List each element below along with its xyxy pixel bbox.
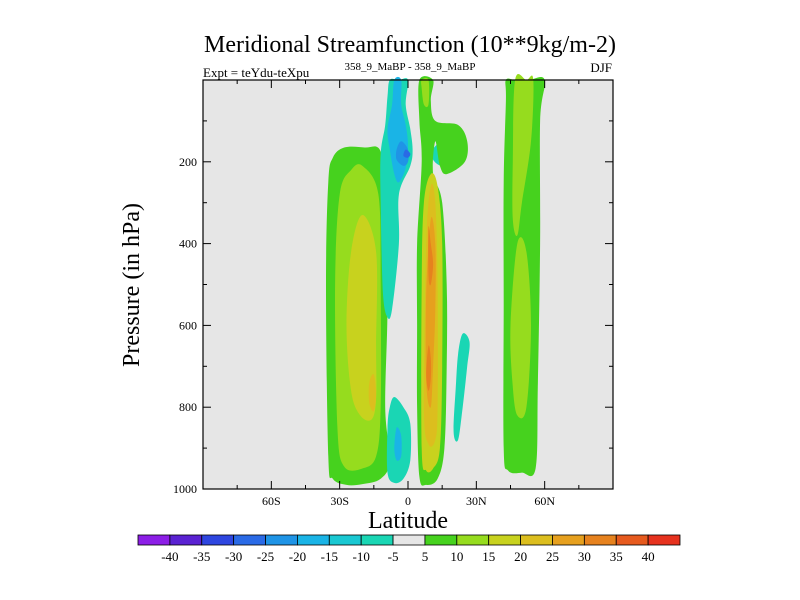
colorbar-swatch xyxy=(520,534,553,546)
x-tick-label: 0 xyxy=(405,494,411,508)
sh-positive-cell-core xyxy=(346,215,378,421)
equatorial-positive-cell-inner xyxy=(421,77,430,108)
colorbar-label: -20 xyxy=(289,549,306,564)
colorbar-label: 5 xyxy=(422,549,429,564)
contour-regions xyxy=(326,73,546,486)
colorbar-swatch xyxy=(201,534,235,546)
colorbar-swatch xyxy=(552,534,585,546)
sh-positive-cell-max xyxy=(368,374,377,412)
colorbar-label: -35 xyxy=(193,549,210,564)
y-tick-label: 200 xyxy=(179,155,197,169)
x-axis-label: Latitude xyxy=(368,508,448,534)
colorbar-swatch xyxy=(456,534,490,546)
colorbar-swatch xyxy=(360,534,394,546)
trailing-negative-blob xyxy=(453,333,470,442)
colorbar-label: -40 xyxy=(161,549,178,564)
colorbar-swatch xyxy=(137,534,171,546)
colorbar-swatch xyxy=(583,534,617,546)
colorbar-swatch xyxy=(233,534,266,546)
colorbar: -40 -35 -30 -25 -20 -15 -10 -5 5 10 15 20 25 30 35 40 xyxy=(137,534,681,564)
colorbar-label: 30 xyxy=(578,549,591,564)
y-tick-label: 400 xyxy=(179,237,197,251)
colorbar-label: -10 xyxy=(353,549,370,564)
colorbar-label: 25 xyxy=(546,549,559,564)
colorbar-swatch xyxy=(615,534,649,546)
upper-negative-cell-max xyxy=(403,149,411,158)
x-tick-label: 30S xyxy=(330,494,349,508)
colorbar-swatch xyxy=(647,534,681,546)
equatorial-positive-cell-max xyxy=(428,226,434,286)
x-tick-label: 60N xyxy=(534,494,555,508)
right-string: DJF xyxy=(590,60,612,75)
colorbar-label: -30 xyxy=(225,549,242,564)
upper-negative-cell-core xyxy=(395,141,409,166)
colorbar-label: 35 xyxy=(610,549,623,564)
colorbar-swatch xyxy=(392,534,426,546)
chart-title: Meridional Streamfunction (10**9kg/m-2) xyxy=(204,32,616,58)
colorbar-label: 15 xyxy=(482,549,495,564)
colorbar-swatch xyxy=(328,534,362,546)
x-tick-label: 60S xyxy=(262,494,281,508)
colorbar-label: 40 xyxy=(642,549,655,564)
y-axis-label: Pressure (in hPa) xyxy=(119,203,145,367)
colorbar-swatch xyxy=(265,534,298,546)
nh-positive-cell-inner xyxy=(512,73,534,236)
colorbar-label: 20 xyxy=(514,549,527,564)
axis-ticks: 60S 30S 0 30N 60N 200 400 600 800 1000 xyxy=(173,80,613,508)
colorbar-swatch xyxy=(424,534,458,546)
x-tick-label: 30N xyxy=(466,494,487,508)
colorbar-label: -5 xyxy=(388,549,399,564)
colorbar-label: 10 xyxy=(450,549,463,564)
y-tick-label: 800 xyxy=(179,400,197,414)
y-tick-label: 1000 xyxy=(173,482,197,496)
lower-negative-cell-core xyxy=(394,427,402,461)
left-string: Expt = teYdu-teXpu xyxy=(203,65,310,80)
colorbar-label: -25 xyxy=(257,549,274,564)
equatorial-positive-cell-max2 xyxy=(426,345,432,391)
center-string: 358_9_MaBP - 358_9_MaBP xyxy=(345,61,476,73)
y-tick-label: 600 xyxy=(179,318,197,332)
colorbar-swatch xyxy=(169,534,203,546)
colorbar-swatch xyxy=(297,534,330,546)
nh-positive-cell-inner2 xyxy=(510,237,531,419)
colorbar-swatch xyxy=(488,534,521,546)
colorbar-label: -15 xyxy=(321,549,338,564)
